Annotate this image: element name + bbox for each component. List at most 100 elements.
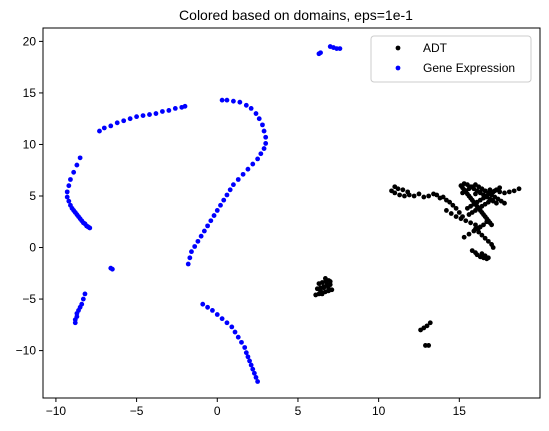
- gene-expression-point: [71, 169, 77, 175]
- y-tick-label: −5: [22, 292, 36, 306]
- gene-expression-point: [263, 134, 269, 140]
- x-tick-label: 15: [453, 404, 467, 418]
- gene-expression-point: [258, 151, 264, 157]
- gene-expression-point: [210, 307, 215, 313]
- gene-expression-point: [66, 183, 72, 189]
- adt-point: [516, 186, 522, 192]
- gene-expression-point: [77, 155, 83, 161]
- gene-expression-point: [134, 114, 139, 120]
- gene-expression-point: [237, 99, 243, 105]
- adt-point: [426, 343, 432, 348]
- gene-expression-point: [247, 358, 252, 364]
- gene-expression-point: [235, 177, 241, 182]
- legend-label-gene-expression: Gene Expression: [423, 61, 515, 75]
- adt-point: [497, 185, 503, 191]
- gene-expression-point: [245, 166, 251, 172]
- gene-expression-point: [243, 350, 249, 356]
- adt-point: [482, 188, 488, 194]
- gene-expression-point: [153, 111, 159, 116]
- gene-expression-point: [253, 374, 259, 380]
- gene-expression-point: [250, 366, 256, 372]
- y-axis: −10 −5 0 5 10 15 20: [16, 34, 43, 358]
- adt-point: [434, 192, 440, 198]
- gene-expression-point: [231, 182, 236, 188]
- adt-point: [479, 232, 485, 238]
- adt-point: [427, 320, 433, 326]
- adt-point: [490, 245, 496, 250]
- gene-expression-point: [318, 50, 323, 56]
- adt-point: [405, 189, 411, 195]
- gene-expression-point: [256, 116, 262, 122]
- y-tick-label: 5: [29, 189, 36, 203]
- adt-point: [463, 218, 469, 224]
- gene-expression-point: [182, 103, 188, 109]
- adt-point: [489, 222, 494, 228]
- chart-title: Colored based on domains, eps=1e-1: [179, 7, 413, 23]
- gene-expression-point: [261, 146, 267, 151]
- gene-expression-point: [214, 208, 220, 213]
- gene-expression-point: [248, 362, 254, 368]
- legend-box: [370, 35, 532, 83]
- gene-expression-point: [80, 296, 86, 302]
- gene-expression-point: [255, 156, 261, 162]
- gene-expression-point: [235, 334, 241, 340]
- adt-point: [482, 235, 488, 241]
- gene-expression-point: [72, 320, 78, 326]
- adt-point: [326, 286, 332, 292]
- gene-expression-point: [248, 105, 254, 111]
- adt-point: [426, 193, 432, 199]
- adt-point: [481, 222, 486, 228]
- adt-point: [402, 193, 407, 199]
- gene-expression-point: [147, 112, 152, 117]
- adt-point: [502, 190, 507, 196]
- gene-expression-point: [261, 128, 267, 134]
- adt-point: [476, 225, 482, 231]
- adt-point: [400, 187, 406, 193]
- y-tick-label: 20: [23, 34, 37, 48]
- adt-point: [497, 189, 503, 195]
- gene-expression-point: [114, 120, 120, 126]
- adt-point: [502, 200, 507, 206]
- gene-expression-point: [201, 228, 207, 234]
- gene-expression-point: [224, 97, 230, 103]
- y-tick-label: −10: [16, 344, 37, 358]
- adt-point: [471, 228, 477, 234]
- gene-expression-point: [219, 97, 225, 103]
- gene-expression-point: [253, 111, 259, 116]
- adt-point: [416, 191, 422, 197]
- adt-point: [476, 229, 482, 235]
- gene-expression-point: [198, 233, 204, 239]
- gene-expression-point: [108, 123, 114, 129]
- adt-point: [392, 190, 398, 196]
- adt-point: [484, 219, 490, 225]
- gene-expression-point: [221, 197, 227, 203]
- gene-expression-point: [205, 304, 210, 310]
- adt-point: [511, 188, 517, 194]
- adt-point: [473, 191, 478, 197]
- gene-expression-point: [208, 218, 214, 224]
- x-tick-label: 5: [295, 404, 302, 418]
- adt-point: [322, 276, 328, 281]
- adt-point: [468, 220, 474, 226]
- points-layer: [64, 44, 522, 384]
- plot-frame: [42, 27, 541, 399]
- adt-point: [421, 194, 427, 200]
- gene-expression-point: [127, 116, 133, 122]
- gene-expression-point: [219, 316, 225, 322]
- gene-expression-point: [218, 202, 223, 208]
- gene-expression-point: [255, 379, 261, 384]
- gene-expression-point: [337, 46, 343, 52]
- gene-expression-point: [242, 345, 248, 350]
- gene-expression-point: [64, 194, 70, 200]
- adt-point: [453, 214, 459, 220]
- gene-expression-point: [185, 261, 191, 267]
- gene-expression-point: [251, 370, 257, 376]
- gene-expression-point: [227, 187, 233, 193]
- x-tick-label: 0: [214, 404, 221, 418]
- gene-expression-point: [160, 109, 165, 114]
- adt-point: [450, 202, 456, 208]
- adt-point: [456, 210, 462, 215]
- adt-point: [324, 282, 330, 288]
- gene-expression-point: [101, 125, 107, 131]
- gene-expression-point: [214, 312, 220, 317]
